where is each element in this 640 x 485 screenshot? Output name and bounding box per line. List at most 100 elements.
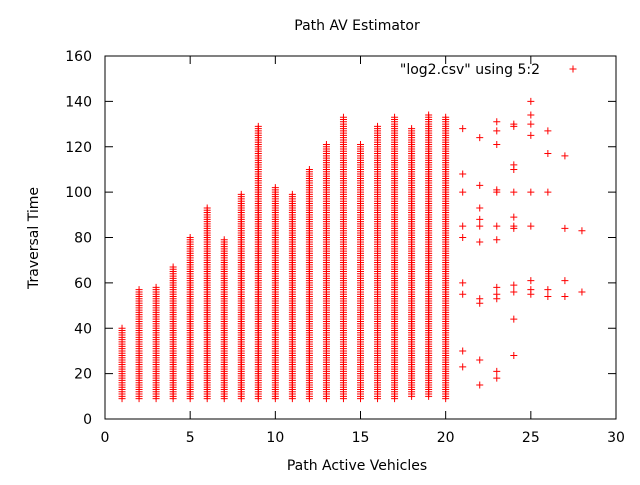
data-point [544,127,552,135]
data-point [476,238,484,246]
data-point [152,283,160,291]
data-point [510,213,518,221]
data-point [561,292,569,300]
data-point [493,236,501,244]
data-point [476,204,484,212]
data-point [459,290,467,298]
y-tick-label: 20 [74,367,92,383]
data-point [271,184,279,192]
data-point [493,374,501,382]
data-point [578,288,586,296]
data-point [561,277,569,285]
data-point [493,222,501,230]
data-point [459,170,467,178]
data-point [408,125,416,133]
data-point [118,324,126,332]
data-point [459,347,467,355]
data-point [425,111,433,119]
data-point [510,224,518,232]
y-tick-label: 60 [74,276,92,292]
data-point [135,286,143,294]
data-point [493,295,501,303]
data-point [305,165,313,173]
y-tick-label: 100 [65,185,92,201]
data-point [459,234,467,241]
data-points [118,97,586,403]
data-point [476,134,484,142]
data-point [510,315,518,323]
data-point [459,125,467,133]
legend-marker-plus [569,65,577,73]
y-tick-label: 80 [74,231,92,247]
data-point [339,113,347,121]
data-point [527,131,535,139]
data-point [459,222,467,230]
y-tick-label: 140 [65,94,92,110]
data-point [493,118,501,126]
data-point [527,111,535,119]
data-point [510,165,518,173]
data-point [203,204,211,212]
data-point [544,286,552,294]
data-point [288,190,296,198]
data-point [186,234,194,241]
data-point [510,288,518,296]
data-point [442,113,450,121]
x-tick-label: 15 [352,430,370,446]
data-point [527,222,535,230]
data-point [476,356,484,364]
data-point [510,188,518,196]
x-tick-label: 5 [186,430,195,446]
data-point [544,188,552,196]
data-point [476,215,484,223]
data-point [561,152,569,160]
data-point [237,190,245,198]
data-point [459,279,467,287]
data-point [493,367,501,375]
y-tick-label: 160 [65,49,92,65]
data-point [527,120,535,128]
data-point [510,351,518,359]
data-point [527,97,535,105]
data-point [391,113,399,121]
axis-ticks: 0 5 10 15 20 25 30 0 20 40 60 80 100 120 140 160 [65,49,625,446]
data-point [527,290,535,298]
x-tick-label: 0 [101,430,110,446]
y-axis-label: Traversal Time [26,187,42,290]
data-point [561,224,569,232]
legend: "log2.csv" using 5:2 [400,62,577,78]
y-tick-label: 0 [83,412,92,428]
legend-marker [569,65,577,73]
data-point [357,140,364,148]
data-point [510,281,518,289]
data-point [459,363,467,371]
data-point [493,283,501,291]
data-point [493,127,501,135]
legend-label: "log2.csv" using 5:2 [400,62,540,78]
y-tick-label: 120 [65,140,92,156]
x-tick-label: 10 [266,430,284,446]
x-axis-label: Path Active Vehicles [287,458,427,474]
x-tick-label: 30 [607,430,625,446]
data-point [220,236,228,244]
data-point [493,188,501,196]
data-point [322,140,330,148]
data-point [527,188,535,196]
data-point [374,122,382,130]
data-point [254,122,262,130]
chart-title: Path AV Estimator [294,18,420,34]
data-point [476,381,484,389]
data-point [493,140,501,148]
data-point [459,188,467,196]
data-point [476,222,484,230]
data-point [578,227,586,235]
x-tick-label: 20 [437,430,455,446]
data-point [476,299,484,307]
data-point [476,181,484,189]
data-point [544,292,552,300]
x-tick-label: 25 [522,430,540,446]
data-point [510,122,518,130]
y-tick-label: 40 [74,321,92,337]
